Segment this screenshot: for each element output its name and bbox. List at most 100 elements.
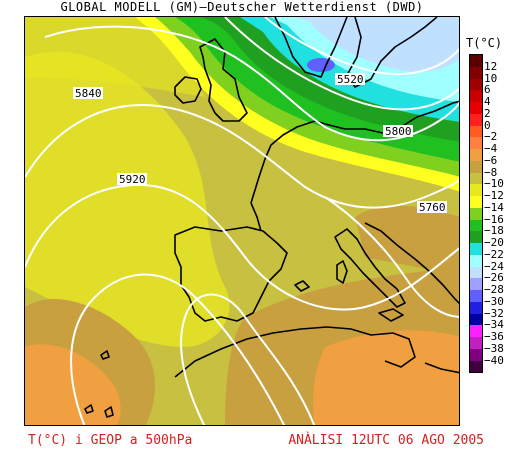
contour-line	[264, 17, 459, 76]
legend-label: −38	[484, 341, 504, 355]
footer-variable-label: T(°C) i GEOP a 500hPa	[28, 433, 193, 448]
coastline-sweden-finland	[346, 17, 438, 88]
legend-swatch	[470, 113, 482, 126]
contour-line	[180, 293, 316, 425]
temperature-field-tan-east	[355, 205, 459, 277]
legend-swatch	[470, 102, 482, 114]
contour-line	[44, 25, 459, 142]
legend-swatch	[470, 360, 482, 373]
legend-label: −24	[484, 259, 504, 273]
map-canvas: 5840 5920 5520 5800 5760	[25, 17, 459, 425]
coastline-sicily	[378, 308, 404, 322]
legend-label: −8	[484, 165, 498, 179]
legend-swatch	[470, 243, 482, 255]
legend-swatch	[470, 90, 482, 102]
contour-label-box	[335, 73, 365, 85]
contour-line	[25, 183, 459, 311]
legend-label: −28	[484, 283, 504, 296]
legend-label: −32	[484, 306, 504, 320]
legend-label: −26	[484, 271, 504, 285]
legend-swatch	[470, 184, 482, 196]
legend-swatch	[470, 78, 482, 91]
legend-swatch	[470, 254, 482, 267]
legend-label: −20	[484, 236, 504, 249]
legend-swatch	[470, 290, 482, 302]
legend-label: −12	[484, 189, 504, 202]
coastline-canaries	[84, 404, 114, 418]
legend-label: −30	[484, 294, 504, 308]
coastline-adriatic	[364, 222, 459, 305]
legend-label: −40	[484, 353, 504, 367]
contour-line	[70, 273, 286, 425]
temperature-field-cold-core	[307, 58, 335, 72]
legend-label: −18	[484, 224, 504, 238]
legend-swatch	[470, 301, 482, 314]
legend-swatch	[470, 219, 482, 232]
contour-label-box	[383, 125, 413, 137]
contour-label-5800: 5800	[385, 125, 412, 138]
legend-label: −2	[484, 130, 498, 144]
legend-label: −34	[484, 318, 504, 332]
legend-label: 10	[484, 71, 498, 85]
contour-label-5920: 5920	[119, 173, 146, 186]
coastlines	[84, 17, 459, 418]
contour-label-box	[417, 201, 447, 213]
contour-label-box	[117, 173, 147, 185]
contour-line	[324, 196, 459, 318]
contour-label-5840: 5840	[75, 87, 102, 100]
map-title: GLOBAL MODELL (GM)—Deutscher Wetterdiens…	[60, 0, 424, 14]
temperature-field-orange-se	[313, 330, 459, 425]
legend-swatch	[470, 149, 482, 161]
legend-label: 4	[484, 95, 491, 108]
legend-swatch	[470, 348, 482, 361]
legend-swatch	[470, 337, 482, 349]
legend-swatch	[470, 55, 482, 67]
legend-swatch	[470, 66, 482, 79]
legend-label: 12	[484, 59, 498, 73]
legend-label: 6	[484, 83, 491, 97]
legend-label: −22	[484, 247, 504, 261]
legend-swatch	[470, 266, 482, 279]
coastline-italy	[334, 228, 406, 308]
legend-label: −36	[484, 330, 504, 343]
legend-label: −6	[484, 153, 498, 167]
temperature-field-band-lavender	[295, 17, 459, 72]
coastline-libya	[424, 362, 459, 374]
map-footer: T(°C) i GEOP a 500hPa ANÀLISI 12UTC 06 A…	[24, 432, 494, 450]
legend-swatch	[470, 160, 482, 173]
temperature-field-yellow-west	[25, 51, 230, 347]
footer-date-label: ANÀLISI 12UTC 06 AGO 2005	[288, 433, 484, 448]
legend-swatch	[470, 325, 482, 337]
legend-swatch	[470, 231, 482, 243]
coastline-north-africa	[174, 326, 416, 378]
coastline-norway	[274, 17, 348, 78]
contour-label-box	[73, 87, 103, 99]
contour-labels: 5840 5920 5520 5800 5760	[73, 73, 447, 214]
legend-label: −14	[484, 200, 504, 214]
contour-line	[25, 104, 459, 209]
coastline-madeira	[100, 350, 110, 360]
contour-line	[224, 17, 459, 111]
legend-swatch	[470, 125, 482, 138]
legend-label: −10	[484, 177, 504, 191]
legend-swatch	[470, 207, 482, 220]
geopotential-contours	[25, 17, 459, 425]
legend-swatch	[470, 278, 482, 290]
temperature-map: 5840 5920 5520 5800 5760	[24, 16, 460, 426]
legend-label: −4	[484, 142, 498, 155]
temperature-field-yellow-north	[25, 17, 205, 97]
legend-color-bar	[469, 54, 483, 374]
legend-swatch	[470, 313, 482, 326]
legend-swatch	[470, 196, 482, 208]
legend-title: T(°C)	[466, 36, 503, 50]
contour-label-5520: 5520	[337, 73, 364, 86]
coastline-north-europe	[250, 100, 459, 204]
legend-label: 2	[484, 106, 491, 120]
legend-swatch	[470, 172, 482, 185]
legend-label: 0	[484, 118, 491, 132]
legend-label: −16	[484, 212, 504, 226]
legend-swatch	[470, 137, 482, 149]
coastline-sardinia	[336, 260, 348, 284]
coastline-great-britain	[199, 38, 248, 122]
coastline-biscay	[250, 202, 262, 232]
